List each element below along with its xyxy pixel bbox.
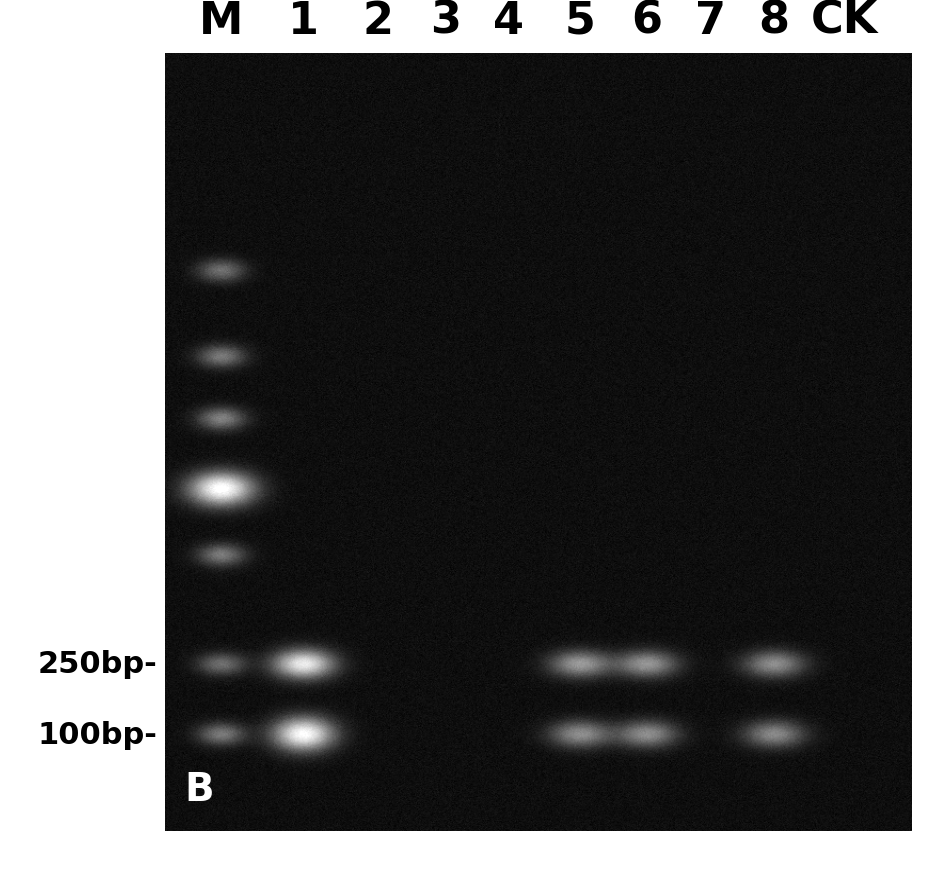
Text: 1: 1 — [288, 0, 319, 43]
Text: CK: CK — [810, 0, 877, 43]
Text: 100bp-: 100bp- — [38, 720, 158, 748]
Text: 4: 4 — [493, 0, 524, 43]
Text: 7: 7 — [694, 0, 725, 43]
Text: 8: 8 — [757, 0, 788, 43]
Text: 5: 5 — [564, 0, 595, 43]
Text: 3: 3 — [430, 0, 461, 43]
Text: 2: 2 — [362, 0, 394, 43]
Text: B: B — [184, 770, 213, 808]
Text: 250bp-: 250bp- — [38, 650, 158, 679]
Text: M: M — [199, 0, 244, 43]
Text: 6: 6 — [631, 0, 662, 43]
